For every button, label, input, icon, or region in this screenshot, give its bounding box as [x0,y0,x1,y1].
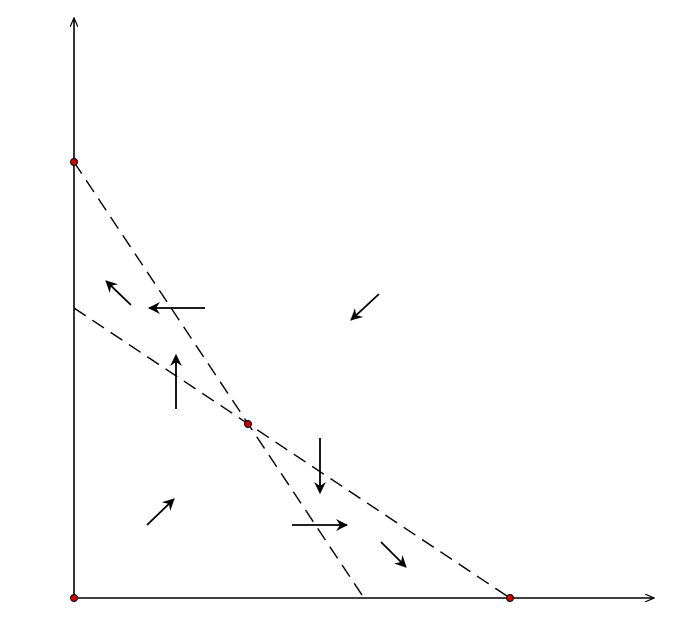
vector-arrow-down-right [380,541,407,568]
equilibrium-interior [244,420,252,428]
vector-field [105,280,407,568]
nullcline-steep [73,161,365,599]
nullcline-shallow [73,307,511,599]
vector-arrow-up-right [146,498,175,526]
equilibria [70,158,514,602]
vector-arrow-down-left [350,293,380,321]
equilibrium-x-intercept-right [506,594,514,602]
vector-arrow-up-left [105,280,132,306]
equilibrium-origin [70,594,78,602]
equilibrium-y-intercept-upper [70,158,78,166]
nullclines [73,161,511,599]
